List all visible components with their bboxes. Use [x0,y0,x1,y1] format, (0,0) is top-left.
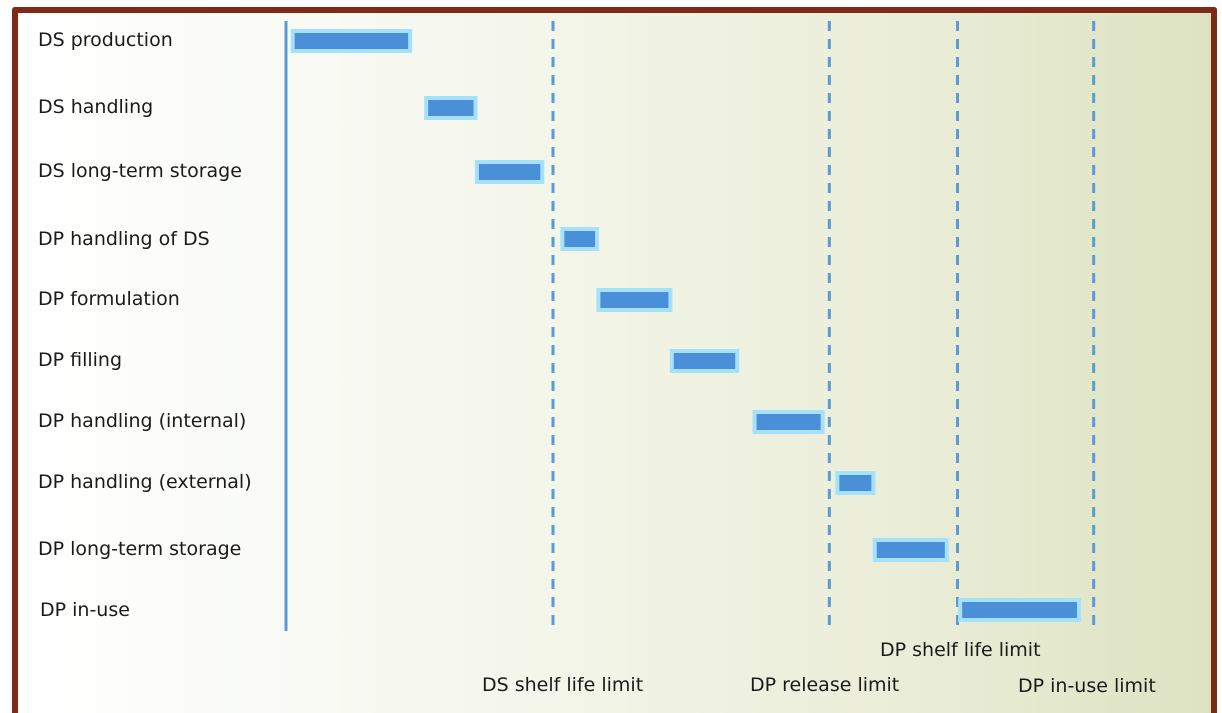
row-label-ds-production: DS production [38,29,173,51]
row-label-ds-long-term-storage: DS long-term storage [38,160,242,182]
row-label-dp-handling-external: DP handling (external) [38,471,252,493]
task-bar-7 [835,471,876,495]
row-label-dp-handling-of-ds: DP handling of DS [38,228,210,250]
row-label-ds-handling: DS handling [38,96,154,118]
limit-label-dp-in-use: DP in-use limit [1018,675,1156,697]
task-bar-3 [560,227,600,251]
limit-label-dp-release: DP release limit [750,674,900,696]
row-label-dp-in-use: DP in-use [40,599,130,621]
limit-label-ds-shelf-life: DS shelf life limit [482,674,644,696]
timeline-diagram: DS production DS handling DS long-term s… [18,13,1211,713]
diagram-frame: DS production DS handling DS long-term s… [12,7,1217,713]
task-bar-8 [872,538,949,562]
task-bar-9 [958,598,1081,622]
row-label-dp-long-term-storage: DP long-term storage [38,538,242,560]
limit-label-dp-shelf-life: DP shelf life limit [880,639,1041,661]
row-label-dp-handling-internal: DP handling (internal) [38,410,247,432]
task-bar-2 [474,160,545,184]
task-bar-5 [669,349,740,373]
task-bar-4 [596,288,673,312]
task-bar-0 [290,29,413,53]
task-bar-6 [752,410,825,434]
task-bar-1 [424,96,478,120]
timeline-chart [284,21,1096,631]
row-label-dp-filling: DP filling [38,349,123,371]
row-label-dp-formulation: DP formulation [38,288,180,310]
